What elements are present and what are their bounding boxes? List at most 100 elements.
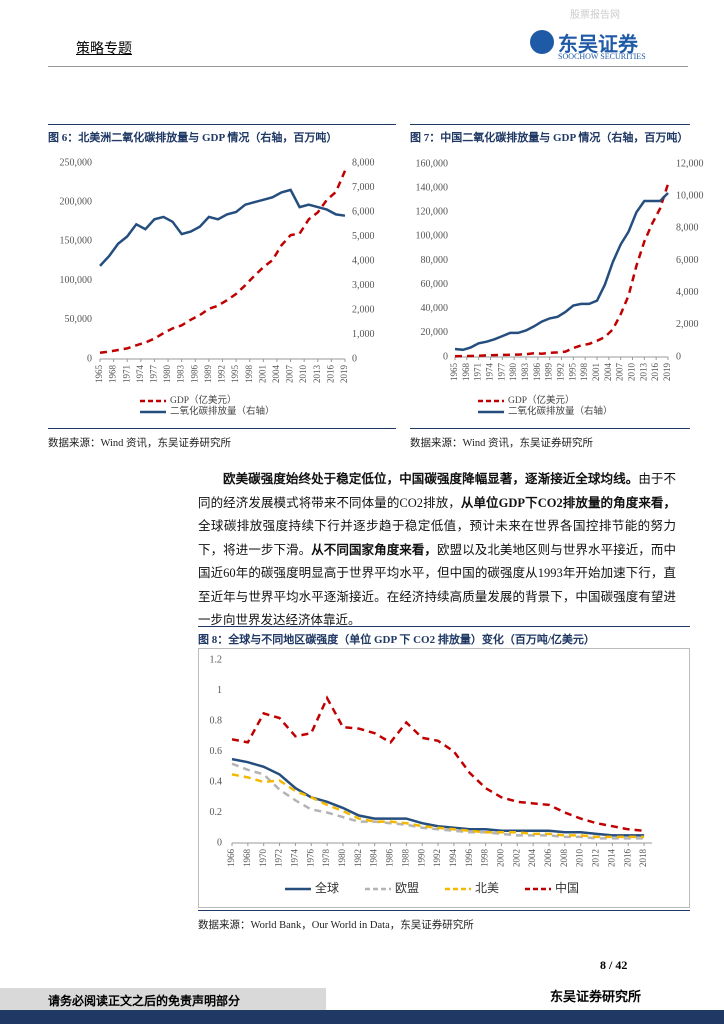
x-tick-label: 1992 [556,363,566,381]
footer-bar [0,1010,724,1024]
x-tick-label: 1995 [567,363,577,382]
y-tick-label: 250,000 [60,157,93,168]
x-tick-label: 1986 [532,363,542,382]
header-rule [48,66,688,67]
x-tick-label: 2010 [575,849,585,868]
data-line [231,757,645,837]
legend-label: 全球 [315,880,339,895]
figure-source: 数据来源：Wind 资讯，东吴证券研究所 [48,428,396,450]
y-tick-label: 0.4 [210,776,223,787]
watermark: 股票报告网 [570,10,620,21]
data-line [99,188,346,267]
x-tick-label: 2013 [312,365,322,384]
y-tick-label: 1 [217,685,222,696]
logo-cn: 东吴证券 [558,34,638,56]
y2-tick-label: 7,000 [352,182,375,193]
x-tick-label: 1966 [226,849,236,868]
figure-caption: 图 6：北美洲二氧化碳排放量与 GDP 情况（右轴，百万吨） [48,124,396,145]
y-tick-label: 0 [443,351,448,362]
y2-tick-label: 4,000 [676,287,699,298]
y2-tick-label: 12,000 [676,158,704,169]
y-tick-label: 150,000 [60,236,93,247]
y-tick-label: 100,000 [416,231,449,242]
x-tick-label: 1971 [121,365,131,383]
x-tick-label: 2007 [615,363,625,382]
x-tick-label: 1980 [337,849,347,868]
legend-label: GDP（亿美元） [508,394,575,406]
text-run: 从单位GDP下CO2排放量的角度来看， [460,495,676,510]
x-tick-label: 2019 [662,363,672,382]
x-tick-label: 1971 [473,363,483,381]
y-tick-label: 60,000 [421,279,449,290]
x-tick-label: 2001 [257,365,267,383]
y-tick-label: 40,000 [421,303,449,314]
x-tick-label: 1968 [108,365,118,384]
y2-tick-label: 2,000 [352,304,375,315]
y2-tick-label: 8,000 [352,157,375,168]
x-tick-label: 1980 [508,363,518,382]
text-run: 欧美碳强度始终处于稳定低位，中国碳强度降幅显著，逐渐接近全球均线。 [223,472,639,486]
page-number: 8 / 42 [600,958,628,972]
y2-tick-label: 6,000 [352,206,375,217]
x-tick-label: 1986 [385,849,395,868]
figure-source: 数据来源：Wind 资讯，东吴证券研究所 [410,428,690,450]
y2-tick-label: 0 [676,351,681,362]
y-tick-label: 50,000 [65,314,93,325]
y-tick-label: 140,000 [416,182,449,193]
x-tick-label: 1974 [485,363,495,382]
y-tick-label: 120,000 [416,207,449,218]
x-tick-label: 1998 [579,363,589,382]
y2-tick-label: 5,000 [352,231,375,242]
x-tick-label: 2012 [591,849,601,867]
x-tick-label: 2014 [606,849,616,868]
y2-tick-label: 2,000 [676,319,699,330]
x-tick-label: 2016 [650,363,660,382]
x-tick-label: 2010 [627,363,637,382]
y2-tick-label: 6,000 [676,255,699,266]
x-tick-label: 1994 [448,849,458,868]
figure-caption: 图 8：全球与不同地区碳强度（单位 GDP 下 CO2 排放量）变化（百万吨/亿… [198,626,690,647]
footer-org: 东吴证券研究所 [550,989,642,1004]
x-tick-label: 2018 [638,849,648,868]
x-tick-label: 2004 [271,365,281,384]
y2-tick-label: 3,000 [352,280,375,291]
figure-source: 数据来源：World Bank，Our World in Data，东吴证券研究… [198,910,690,932]
y-tick-label: 0.8 [210,715,223,726]
x-tick-label: 1983 [176,365,186,384]
x-tick-label: 2013 [638,363,648,382]
text-run: 欧盟以及北美地区则与世界水平接近，而中国近60年的碳强度明显高于世界平均水平，但… [198,542,676,628]
text-run: 全球碳排放强度持续下行并逐步趋于稳定低值，预计未来在世界各国控排节能的努力下，将… [198,519,676,557]
x-tick-label: 2000 [495,849,505,868]
x-tick-label: 2019 [339,365,349,384]
y-tick-label: 160,000 [416,158,449,169]
y-tick-label: 0 [217,837,222,848]
logo-en: SOOCHOW SECURITIES [558,52,646,61]
x-tick-label: 2008 [559,849,569,868]
x-tick-label: 1968 [461,363,471,382]
y2-tick-label: 0 [352,353,357,364]
y-tick-label: 80,000 [421,255,449,266]
x-tick-label: 1970 [258,849,268,868]
x-tick-label: 2016 [622,849,632,868]
legend-label: 北美 [475,881,499,895]
x-tick-label: 1974 [289,849,299,868]
data-line [454,192,669,352]
y-tick-label: 1.2 [210,654,223,665]
x-tick-label: 1965 [449,363,459,382]
legend-label: GDP（亿美元） [170,394,237,406]
y2-tick-label: 10,000 [676,190,704,201]
y2-tick-label: 8,000 [676,223,699,234]
x-tick-label: 1995 [230,365,240,384]
y2-tick-label: 4,000 [352,255,375,266]
x-tick-label: 1968 [242,849,252,868]
x-tick-label: 2002 [511,849,521,867]
data-line [99,170,347,354]
logo-icon [530,30,554,54]
x-tick-label: 1986 [189,365,199,384]
legend-label: 二氧化碳排放量（右轴） [170,405,275,417]
legend-label: 欧盟 [395,881,419,895]
x-tick-label: 1980 [162,365,172,384]
data-line [454,183,670,358]
